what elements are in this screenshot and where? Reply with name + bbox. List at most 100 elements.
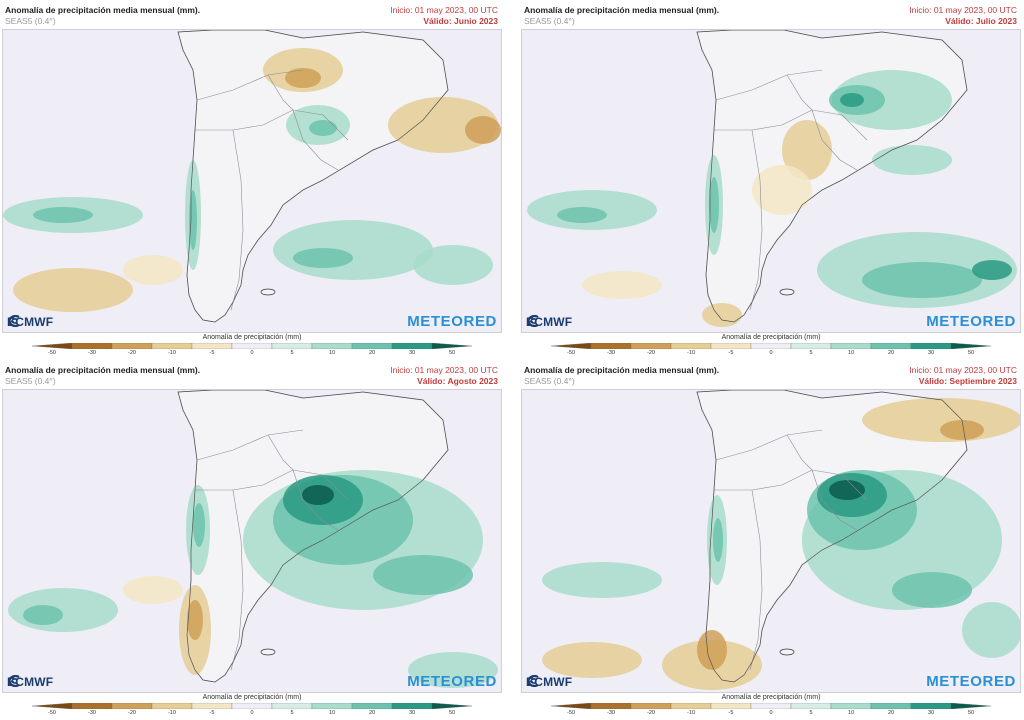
map-canvas: [8, 390, 498, 688]
country-border: [749, 489, 763, 671]
anomaly-area: [752, 165, 812, 215]
colorbar-tick-label: 0: [250, 710, 254, 716]
colorbar-tick-label: 20: [887, 710, 895, 716]
forecast-panel-september: Anomalía de precipitación media mensual …: [521, 362, 1021, 717]
colorbar-tick-label: -30: [607, 350, 615, 356]
colorbar-tick-label: 10: [328, 350, 336, 356]
anomaly-area: [962, 602, 1020, 658]
colorbar-segment: [431, 343, 472, 349]
country-border: [714, 109, 868, 141]
coastline: [177, 30, 449, 323]
anomaly-area: [373, 555, 473, 595]
colorbar-tick-label: 10: [847, 710, 855, 716]
colorbar-tick-label: 20: [368, 350, 376, 356]
colorbar-segment: [71, 343, 113, 349]
colorbar-segment: [670, 343, 712, 349]
colorbar-segment: [790, 343, 832, 349]
colorbar-tick-label: -50: [48, 350, 56, 356]
colorbar-segment: [590, 343, 632, 349]
ecmwf-logo: ECMWF: [526, 675, 572, 689]
colorbar-tick-label: 10: [328, 710, 336, 716]
legend-title: Anomalía de precipitación (mm): [721, 694, 821, 701]
colorbar-segment: [351, 703, 393, 709]
anomaly-area: [413, 245, 493, 285]
colorbar-tick-label: -5: [209, 350, 215, 356]
coastline: [177, 390, 449, 683]
colorbar-segment: [351, 343, 393, 349]
colorbar-tick-label: -20: [128, 710, 136, 716]
coastline: [696, 390, 968, 683]
colorbar-segment: [111, 343, 153, 349]
colorbar-segment: [790, 703, 832, 709]
country-border: [230, 489, 244, 671]
map-canvas: [542, 390, 1020, 690]
colorbar-tick-label: -50: [567, 710, 575, 716]
colorbar-tick-label: -20: [128, 350, 136, 356]
anomaly-area: [465, 116, 501, 144]
colorbar-segment: [391, 703, 433, 709]
colorbar-tick-label: -30: [88, 350, 96, 356]
colorbar-tick-label: 5: [290, 710, 294, 716]
colorbar-segment: [391, 343, 433, 349]
falkland-islands: [260, 288, 276, 296]
colorbar-tick-label: 10: [847, 350, 855, 356]
colorbar-segment: [551, 703, 592, 709]
country-border: [267, 434, 294, 471]
colorbar-segment: [271, 343, 313, 349]
colorbar-tick-label: 50: [448, 350, 456, 356]
model-label: SEAS5 (0.4°): [5, 16, 56, 26]
precipitation-anomaly-map: ECMWF METEORED: [521, 389, 1021, 693]
colorbar-tick-label: 30: [927, 350, 935, 356]
colorbar-segment: [830, 703, 872, 709]
anomaly-area: [542, 642, 642, 678]
colorbar-tick-label: -5: [209, 710, 215, 716]
colorbar-segment: [191, 343, 233, 349]
model-label: SEAS5 (0.4°): [524, 376, 575, 386]
valid-month: Válido: Junio 2023: [423, 16, 498, 26]
anomaly-area: [273, 220, 433, 280]
precipitation-anomaly-map: ECMWF METEORED: [2, 29, 502, 333]
anomaly-area: [33, 207, 93, 223]
anomaly-area: [872, 145, 952, 175]
country-border: [714, 469, 868, 501]
anomaly-area: [582, 271, 662, 299]
colorbar-tick-label: -5: [728, 710, 734, 716]
falkland-islands: [260, 648, 276, 656]
country-border: [195, 469, 349, 501]
country-border: [715, 69, 823, 101]
colorbar-segment: [910, 343, 952, 349]
meteored-logo: METEORED: [407, 673, 497, 690]
country-border: [195, 109, 349, 141]
colorbar-segment: [151, 343, 193, 349]
colorbar-tick-label: -10: [168, 350, 176, 356]
init-time: Inicio: 01 may 2023, 00 UTC: [390, 5, 498, 15]
colorbar-tick-label: 0: [769, 350, 773, 356]
colorbar-segment: [630, 343, 672, 349]
colorbar-tick-label: -50: [48, 710, 56, 716]
colorbar-segment: [111, 703, 153, 709]
colorbar-segment: [910, 703, 952, 709]
meteored-logo: METEORED: [926, 673, 1016, 690]
colorbar-tick-label: 5: [809, 710, 813, 716]
ecmwf-logo: ECMWF: [526, 315, 572, 329]
model-label: SEAS5 (0.4°): [5, 376, 56, 386]
colorbar-segment: [231, 703, 273, 709]
valid-month: Válido: Julio 2023: [945, 16, 1017, 26]
anomaly-area: [829, 480, 865, 500]
anomaly-area: [697, 630, 727, 670]
colorbar-segment: [870, 343, 912, 349]
anomaly-area: [13, 268, 133, 312]
anomaly-area: [302, 485, 334, 505]
colorbar-tick-label: 30: [408, 710, 416, 716]
colorbar-segment: [710, 703, 752, 709]
colorbar-segment: [830, 343, 872, 349]
precipitation-anomaly-map: ECMWF METEORED: [2, 389, 502, 693]
anomaly-area: [713, 518, 723, 562]
ecmwf-icon: [8, 315, 20, 327]
ecmwf-logo: ECMWF: [7, 315, 53, 329]
forecast-panel-july: Anomalía de precipitación media mensual …: [521, 2, 1021, 357]
colorbar-tick-label: -20: [647, 710, 655, 716]
colorbar-segment: [750, 703, 792, 709]
colorbar-tick-label: -20: [647, 350, 655, 356]
panel-header: Anomalía de precipitación media mensual …: [521, 2, 1021, 28]
